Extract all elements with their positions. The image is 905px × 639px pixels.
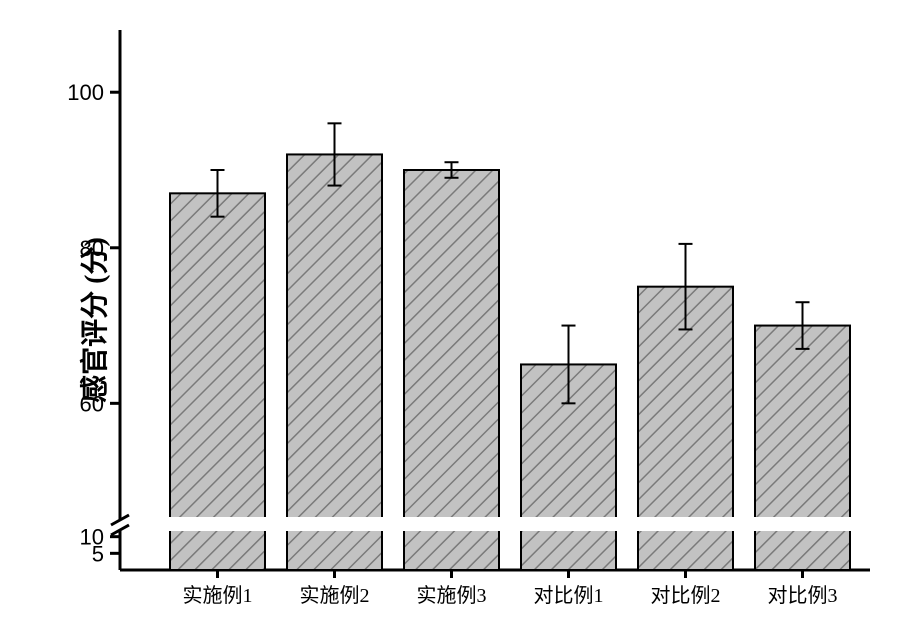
bar-stub [521, 530, 616, 570]
bar-stub [404, 530, 499, 570]
y-tick-label: 100 [67, 80, 104, 105]
bar [404, 170, 499, 520]
category-label: 对比例2 [651, 584, 721, 607]
category-label: 对比例3 [768, 584, 838, 607]
category-label: 实施例3 [417, 584, 487, 607]
category-label: 对比例1 [534, 584, 604, 607]
category-label: 实施例2 [300, 584, 370, 607]
bar-stub [287, 530, 382, 570]
y-axis-label: 感官评分 (分) [73, 237, 113, 403]
bar [170, 193, 265, 520]
y-tick-label: 10 [80, 525, 104, 550]
chart-svg: 6080100510 实施例1实施例2实施例3对比例1对比例2对比例3 [0, 0, 905, 639]
bar-stub [170, 530, 265, 570]
bar-stub [755, 530, 850, 570]
sensory-score-chart: 感官评分 (分) 6080100510 实施例1实施例2实施例3对比例1对比例2… [0, 0, 905, 639]
bar-stub [638, 530, 733, 570]
bar [287, 154, 382, 520]
bar [755, 326, 850, 520]
category-label: 实施例1 [183, 584, 253, 607]
